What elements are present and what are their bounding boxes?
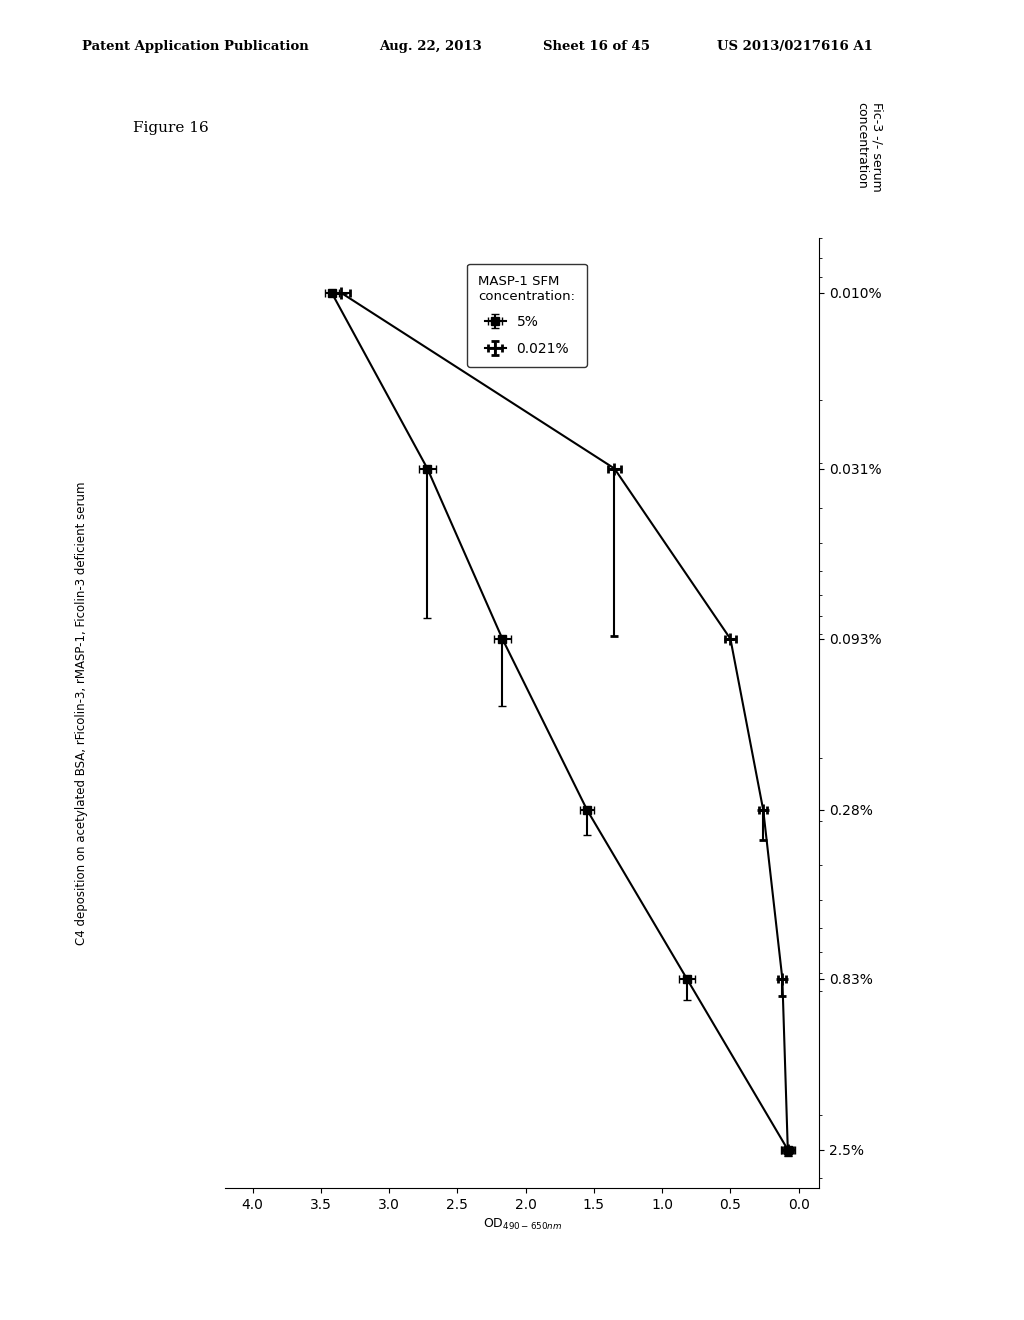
Text: Figure 16: Figure 16	[133, 121, 209, 136]
Text: C4 deposition on acetylated BSA, rFicolin-3, rMASP-1, Ficolin-3 deficient serum: C4 deposition on acetylated BSA, rFicoli…	[76, 480, 88, 945]
Text: US 2013/0217616 A1: US 2013/0217616 A1	[717, 40, 872, 53]
Text: Sheet 16 of 45: Sheet 16 of 45	[543, 40, 649, 53]
Text: Fic-3 -/- serum
concentration: Fic-3 -/- serum concentration	[855, 102, 883, 191]
Legend: 5%, 0.021%: 5%, 0.021%	[467, 264, 587, 367]
Text: Patent Application Publication: Patent Application Publication	[82, 40, 308, 53]
X-axis label: OD$_{490-650nm}$: OD$_{490-650nm}$	[482, 1217, 562, 1233]
Text: Aug. 22, 2013: Aug. 22, 2013	[379, 40, 481, 53]
